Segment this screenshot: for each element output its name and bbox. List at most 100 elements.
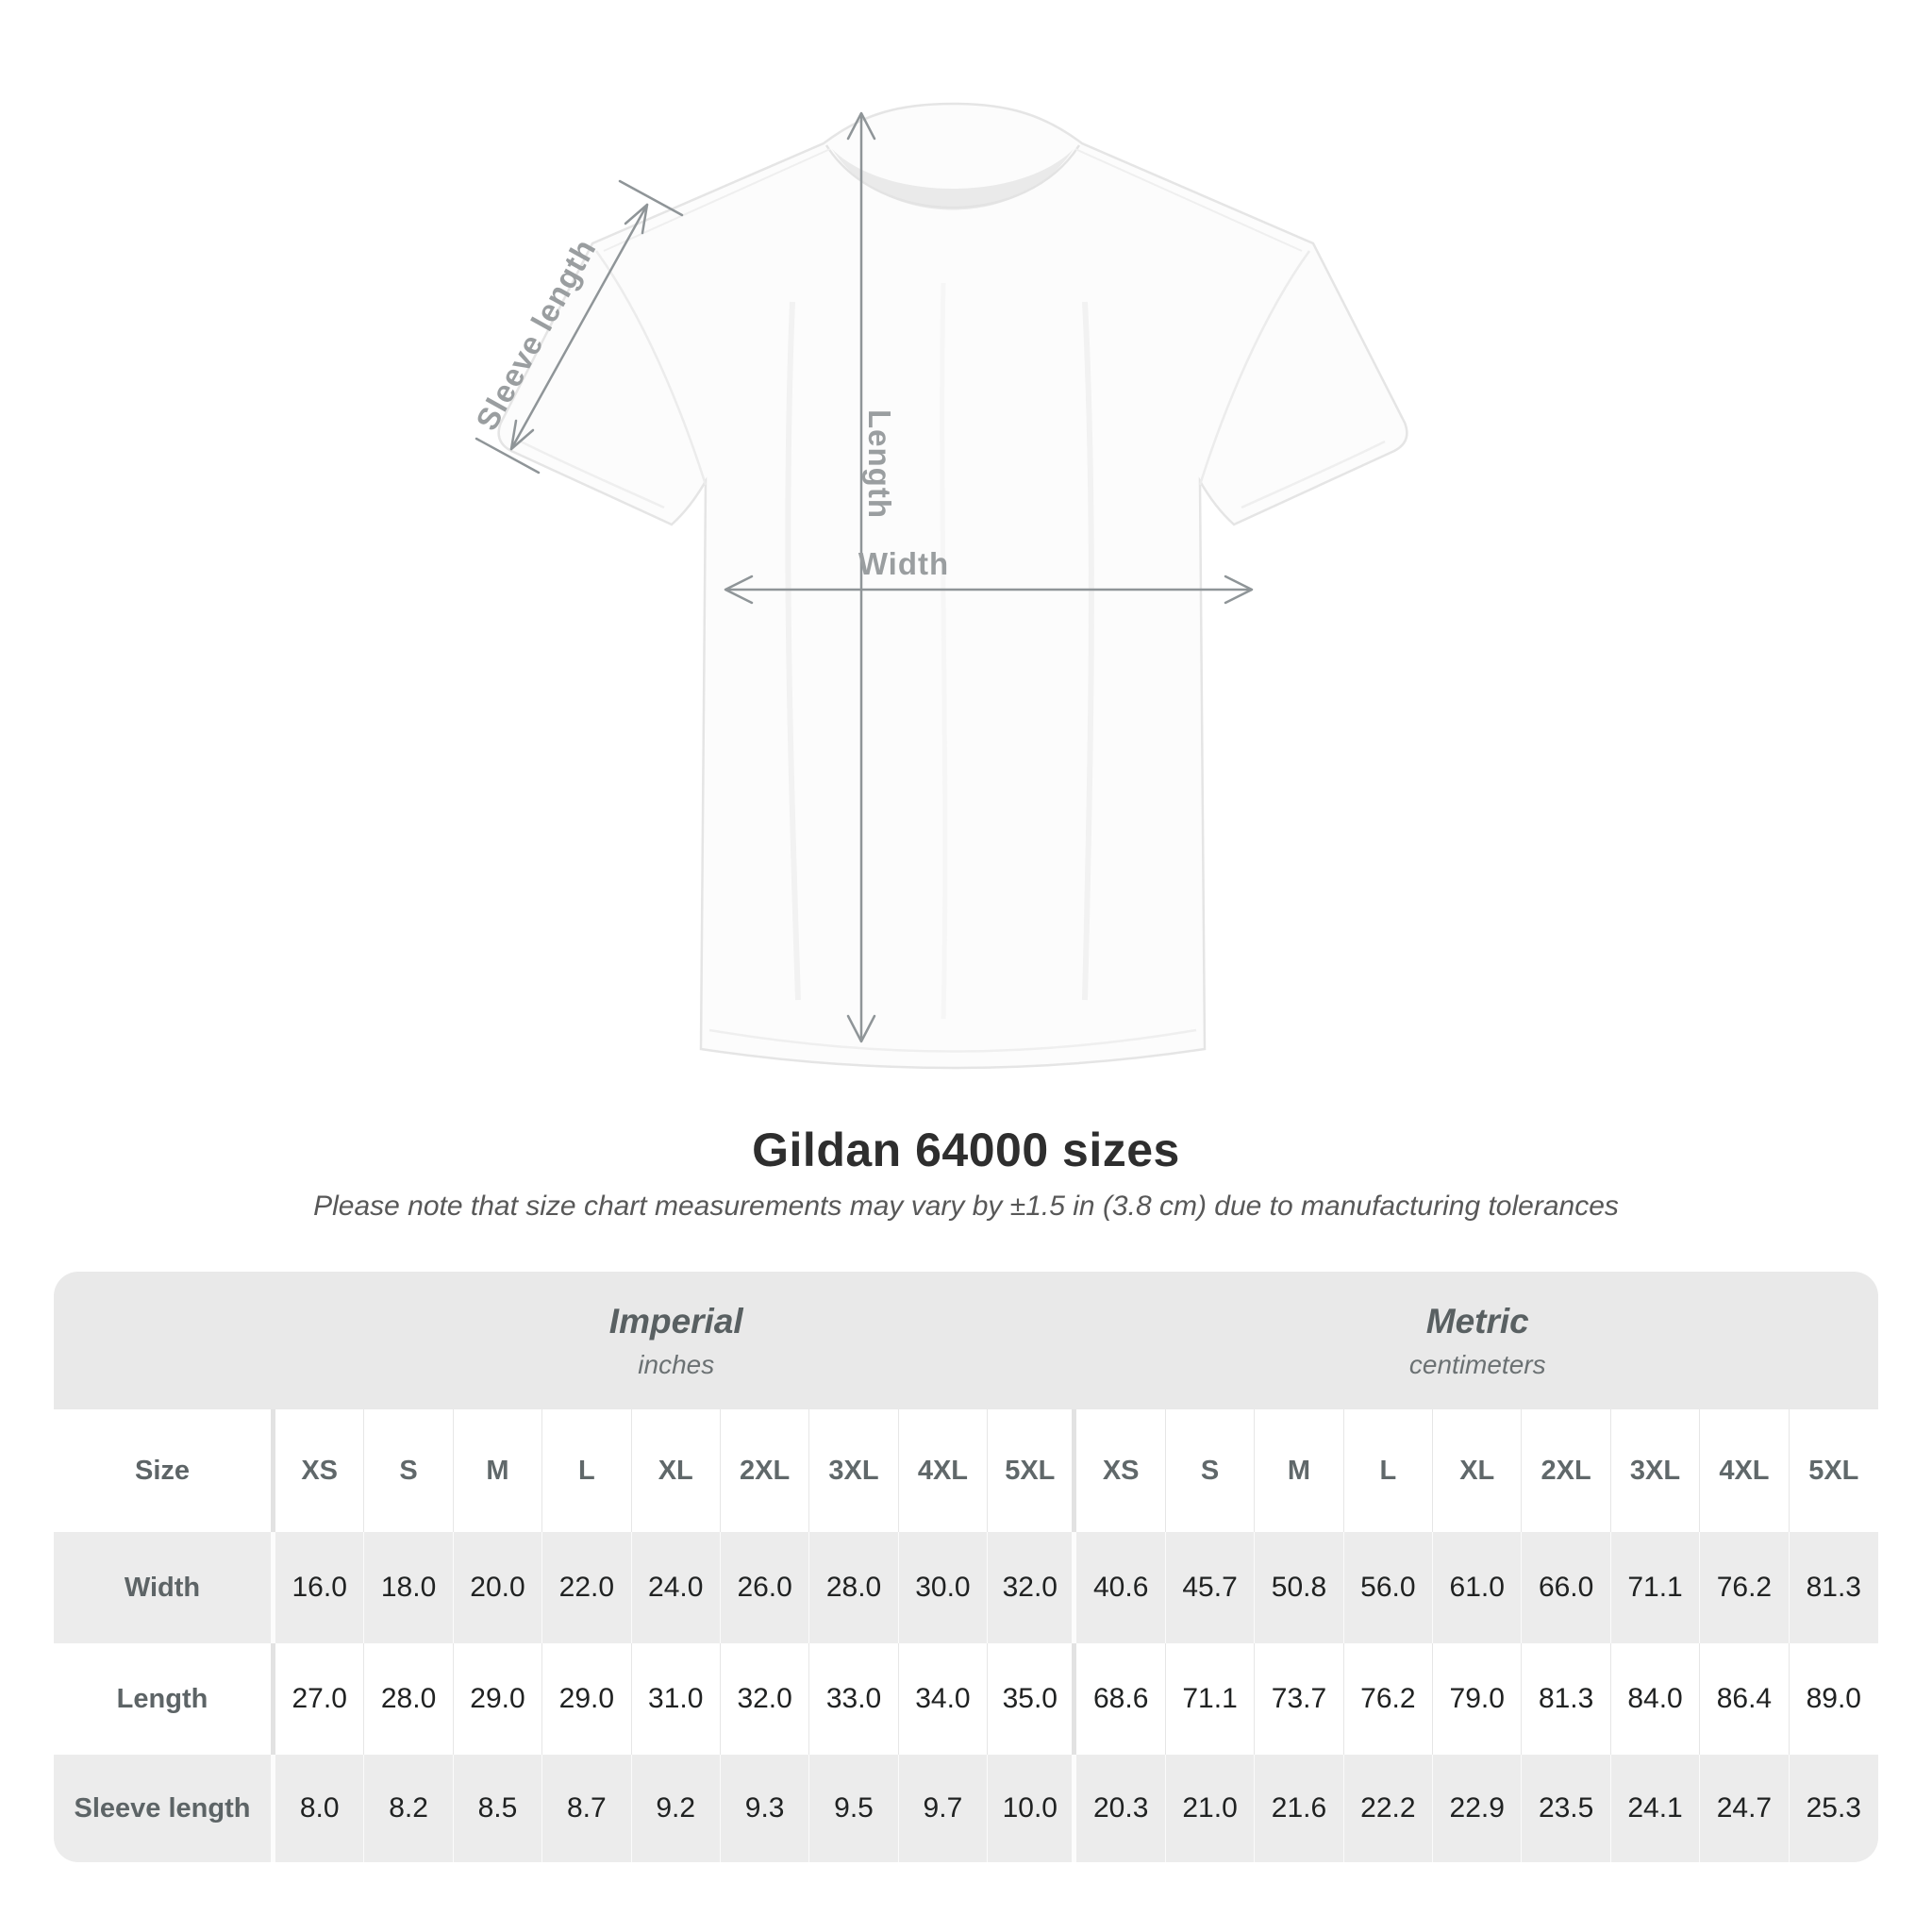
value-cell: 23.5 <box>1522 1755 1611 1862</box>
value-cell: 66.0 <box>1522 1532 1611 1643</box>
value-cell: 21.0 <box>1166 1755 1256 1862</box>
sleeve-length-dimension-arrow <box>475 179 684 475</box>
size-table: Imperial inches Metric centimeters Size X… <box>54 1272 1878 1862</box>
value-cell: 25.3 <box>1806 1792 1861 1824</box>
size-header-metric-m: M <box>1255 1409 1344 1532</box>
value-cell: 9.5 <box>809 1755 899 1862</box>
sleeve-length-row: Sleeve length 8.0 8.2 8.5 8.7 9.2 9.3 9.5 9.7 10.… <box>54 1755 1878 1862</box>
size-header-imperial-s: S <box>364 1409 454 1532</box>
value-cell: 89.0 <box>1806 1683 1861 1714</box>
length-dimension-arrow <box>846 111 876 1043</box>
value-cell: 8.5 <box>454 1755 543 1862</box>
length-label: Length <box>862 409 897 519</box>
value-cell: 21.6 <box>1255 1755 1344 1862</box>
value-cell: 79.0 <box>1433 1643 1523 1755</box>
value-cell: 73.7 <box>1255 1643 1344 1755</box>
value-cell: 24.7 <box>1700 1755 1790 1862</box>
size-header-metric-s: S <box>1166 1409 1256 1532</box>
value-cell: 71.1 <box>1166 1643 1256 1755</box>
size-header-imperial-xs: XS <box>275 1409 365 1532</box>
value-cell: 33.0 <box>809 1643 899 1755</box>
metric-title: Metric <box>1425 1301 1529 1341</box>
size-header-row: Size XS S M L XL 2XL 3XL 4XL 5XL XS S M L XL 2XL 3XL 4XL 5… <box>54 1409 1878 1532</box>
unit-corner-cell <box>54 1272 275 1409</box>
value-cell: 50.8 <box>1255 1532 1344 1643</box>
value-cell: 10.0 <box>988 1755 1077 1862</box>
value-cell: 84.0 <box>1611 1643 1701 1755</box>
value-cell: 9.3 <box>721 1755 810 1862</box>
size-header-metric-5xl: 5XL <box>1808 1455 1859 1486</box>
imperial-subtitle: inches <box>638 1349 715 1379</box>
value-cell: 9.2 <box>632 1755 721 1862</box>
size-header-imperial-m: M <box>454 1409 543 1532</box>
unit-header-metric: Metric centimeters <box>1077 1272 1879 1409</box>
value-cell: 20.3 <box>1076 1755 1166 1862</box>
size-header-imperial-xl: XL <box>632 1409 721 1532</box>
page-title: Gildan 64000 sizes <box>752 1124 1180 1176</box>
size-header-imperial-l: L <box>542 1409 632 1532</box>
size-header-metric-l: L <box>1344 1409 1434 1532</box>
value-cell: 71.1 <box>1611 1532 1701 1643</box>
imperial-title: Imperial <box>608 1301 743 1341</box>
value-cell: 8.2 <box>364 1755 454 1862</box>
value-cell: 28.0 <box>364 1643 454 1755</box>
value-cell: 81.3 <box>1522 1643 1611 1755</box>
size-header-metric-xs: XS <box>1076 1409 1166 1532</box>
size-header-metric-2xl: 2XL <box>1522 1409 1611 1532</box>
value-cell: 34.0 <box>899 1643 989 1755</box>
value-cell: 86.4 <box>1700 1643 1790 1755</box>
value-cell: 28.0 <box>809 1532 899 1643</box>
size-header-metric-xl: XL <box>1433 1409 1523 1532</box>
metric-subtitle: centimeters <box>1408 1349 1546 1379</box>
value-cell: 16.0 <box>275 1532 365 1643</box>
value-cell: 68.6 <box>1076 1643 1166 1755</box>
value-cell: 76.2 <box>1344 1643 1434 1755</box>
width-label: Width <box>858 546 949 581</box>
unit-header-row: Imperial inches Metric centimeters <box>54 1272 1878 1409</box>
size-header-imperial-4xl: 4XL <box>899 1409 989 1532</box>
value-cell: 61.0 <box>1433 1532 1523 1643</box>
length-row: Length 27.0 28.0 29.0 29.0 31.0 32.0 33.0 34.0 35… <box>54 1643 1878 1755</box>
value-cell: 24.1 <box>1611 1755 1701 1862</box>
collar-shadow <box>832 149 1074 210</box>
value-cell: 32.0 <box>988 1532 1077 1643</box>
value-cell: 35.0 <box>988 1643 1077 1755</box>
width-dimension-arrow <box>724 575 1254 605</box>
value-cell: 22.9 <box>1433 1755 1523 1862</box>
value-cell: 32.0 <box>721 1643 810 1755</box>
size-header-imperial-3xl: 3XL <box>809 1409 899 1532</box>
size-header-imperial-5xl: 5XL <box>988 1409 1077 1532</box>
value-cell: 8.7 <box>542 1755 632 1862</box>
value-cell: 30.0 <box>899 1532 989 1643</box>
value-cell: 24.0 <box>632 1532 721 1643</box>
value-cell: 26.0 <box>721 1532 810 1643</box>
value-cell: 40.6 <box>1076 1532 1166 1643</box>
tshirt-graphic <box>497 102 1408 1070</box>
size-column-header: Size <box>54 1409 275 1532</box>
width-row: Width 16.0 18.0 20.0 22.0 24.0 26.0 28.0 30.0 32.… <box>54 1532 1878 1643</box>
value-cell: 29.0 <box>454 1643 543 1755</box>
value-cell: 81.3 <box>1806 1572 1861 1603</box>
row-label: Length <box>54 1643 275 1755</box>
value-cell: 29.0 <box>542 1643 632 1755</box>
value-cell: 18.0 <box>364 1532 454 1643</box>
value-cell: 22.2 <box>1344 1755 1434 1862</box>
row-label: Sleeve length <box>54 1755 275 1862</box>
value-cell: 56.0 <box>1344 1532 1434 1643</box>
size-header-imperial-2xl: 2XL <box>721 1409 810 1532</box>
value-cell: 22.0 <box>542 1532 632 1643</box>
tshirt-measurement-diagram: Length Width Sleeve length <box>469 102 1408 1070</box>
row-label: Width <box>54 1532 275 1643</box>
value-cell: 31.0 <box>632 1643 721 1755</box>
size-header-metric-3xl: 3XL <box>1611 1409 1701 1532</box>
value-cell: 45.7 <box>1166 1532 1256 1643</box>
value-cell: 20.0 <box>454 1532 543 1643</box>
unit-header-imperial: Imperial inches <box>275 1272 1077 1409</box>
value-cell: 9.7 <box>899 1755 989 1862</box>
value-cell: 76.2 <box>1700 1532 1790 1643</box>
value-cell: 8.0 <box>275 1755 365 1862</box>
size-header-metric-4xl: 4XL <box>1700 1409 1790 1532</box>
size-tolerance-note: Please note that size chart measurements… <box>313 1191 1619 1222</box>
value-cell: 27.0 <box>275 1643 365 1755</box>
